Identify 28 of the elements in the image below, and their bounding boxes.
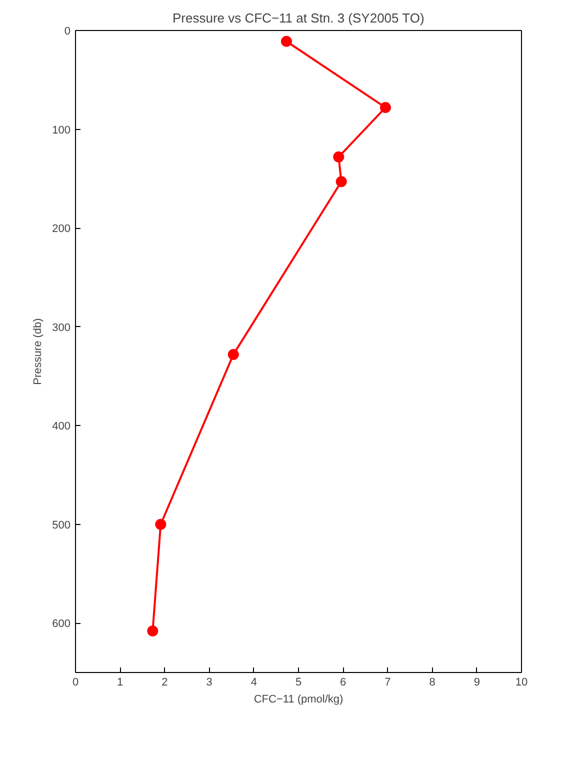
point: [280, 36, 292, 47]
x-tick-label: 2: [162, 676, 168, 688]
point: [147, 626, 158, 637]
x-tick-label: 8: [429, 676, 436, 688]
x-tick-label: 10: [515, 676, 528, 688]
y-tick-label: 300: [52, 322, 71, 334]
x-tick-label: 7: [384, 676, 391, 688]
x-tick-label: 0: [72, 676, 79, 688]
y-axis-title: Pressure (db): [32, 318, 44, 385]
chart-title: Pressure vs CFC−11 at Stn. 3 (SY2005 TO): [172, 10, 424, 26]
x-tick-label: 6: [340, 676, 346, 688]
y-tick-label: 400: [52, 420, 71, 433]
y-tick-label: 100: [52, 124, 71, 136]
x-axis-title: CFC−11 (pmol/kg): [254, 694, 344, 706]
x-tick-label: 4: [250, 676, 257, 688]
y-tick-label: 500: [52, 519, 71, 532]
x-tick-label: 5: [295, 676, 302, 688]
x-tick-label: 9: [474, 676, 480, 688]
x-tick-label: 1: [117, 676, 124, 688]
point: [155, 518, 166, 530]
point: [380, 102, 391, 114]
point: [333, 151, 344, 162]
point: [228, 348, 239, 360]
y-tick-label: 200: [52, 223, 71, 236]
y-tick-label: 0: [64, 26, 71, 38]
y-tick-label: 600: [52, 618, 71, 630]
point: [336, 176, 347, 188]
x-tick-label: 3: [206, 676, 212, 688]
